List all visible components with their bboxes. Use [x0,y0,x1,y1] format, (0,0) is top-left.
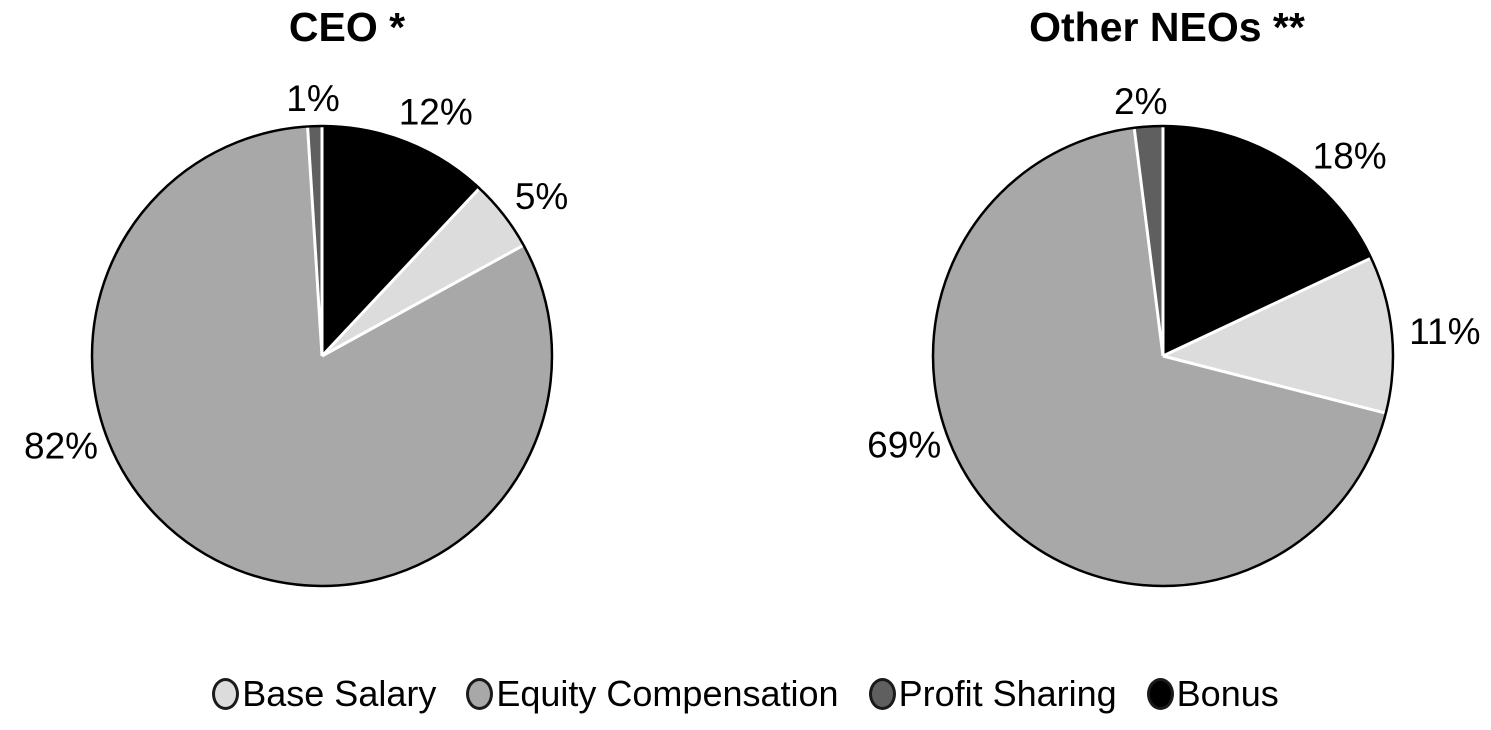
slice-separator [320,187,481,358]
legend-label-bonus: Bonus [1176,673,1279,714]
pie-data-label-profit-sharing: 2% [1114,81,1167,122]
legend-label-equity-compensation: Equity Compensation [496,673,839,714]
chart-title-ceo: CEO * [288,4,406,50]
slice-separator [306,126,324,357]
legend: Base Salary Equity Compensation Profit Sha… [0,672,1491,716]
pie-data-label-equity-compensation: 82% [24,425,98,466]
other-neos-pie-chart: 18% 11% 69% 2% [867,81,1480,588]
legend-item-bonus: Bonus [1146,672,1279,716]
pie-slice-bonus [322,126,480,356]
pie-data-label-base-salary: 11% [1409,311,1480,352]
ceo-pie-chart: 12% 5% 82% 1% [24,78,568,588]
pie-outline [90,124,554,588]
legend-marker-profit-sharing [868,678,896,710]
pie-data-label-bonus: 18% [1313,135,1387,176]
chart-title-other-neos: Other NEOs ** [1029,4,1305,50]
legend-label-profit-sharing: Profit Sharing [898,673,1117,714]
slice-separator [1132,127,1165,357]
legend-marker-equity-compensation [466,678,494,710]
pie-slice-base-salary [1163,258,1393,414]
pie-slice-bonus [1163,126,1372,356]
legend-label-base-salary: Base Salary [242,673,437,714]
pie-slice-base-salary [322,188,524,356]
pie-data-label-bonus: 12% [399,92,473,133]
pie-outline [931,124,1395,588]
pie-data-label-base-salary: 5% [515,176,568,217]
legend-item-equity-compensation: Equity Compensation [466,672,839,716]
slice-separator [321,243,525,358]
legend-marker-base-salary [212,678,240,710]
pie-data-label-equity-compensation: 69% [867,425,941,466]
legend-marker-bonus [1146,678,1174,710]
legend-item-base-salary: Base Salary [212,672,436,716]
legend-item-profit-sharing: Profit Sharing [868,672,1117,716]
slice-separator [1162,354,1387,415]
pie-slice-equity-compensation [932,127,1386,586]
pie-slice-equity-compensation [91,126,552,587]
pie-data-label-profit-sharing: 1% [286,78,339,119]
slice-separator [1162,256,1372,358]
